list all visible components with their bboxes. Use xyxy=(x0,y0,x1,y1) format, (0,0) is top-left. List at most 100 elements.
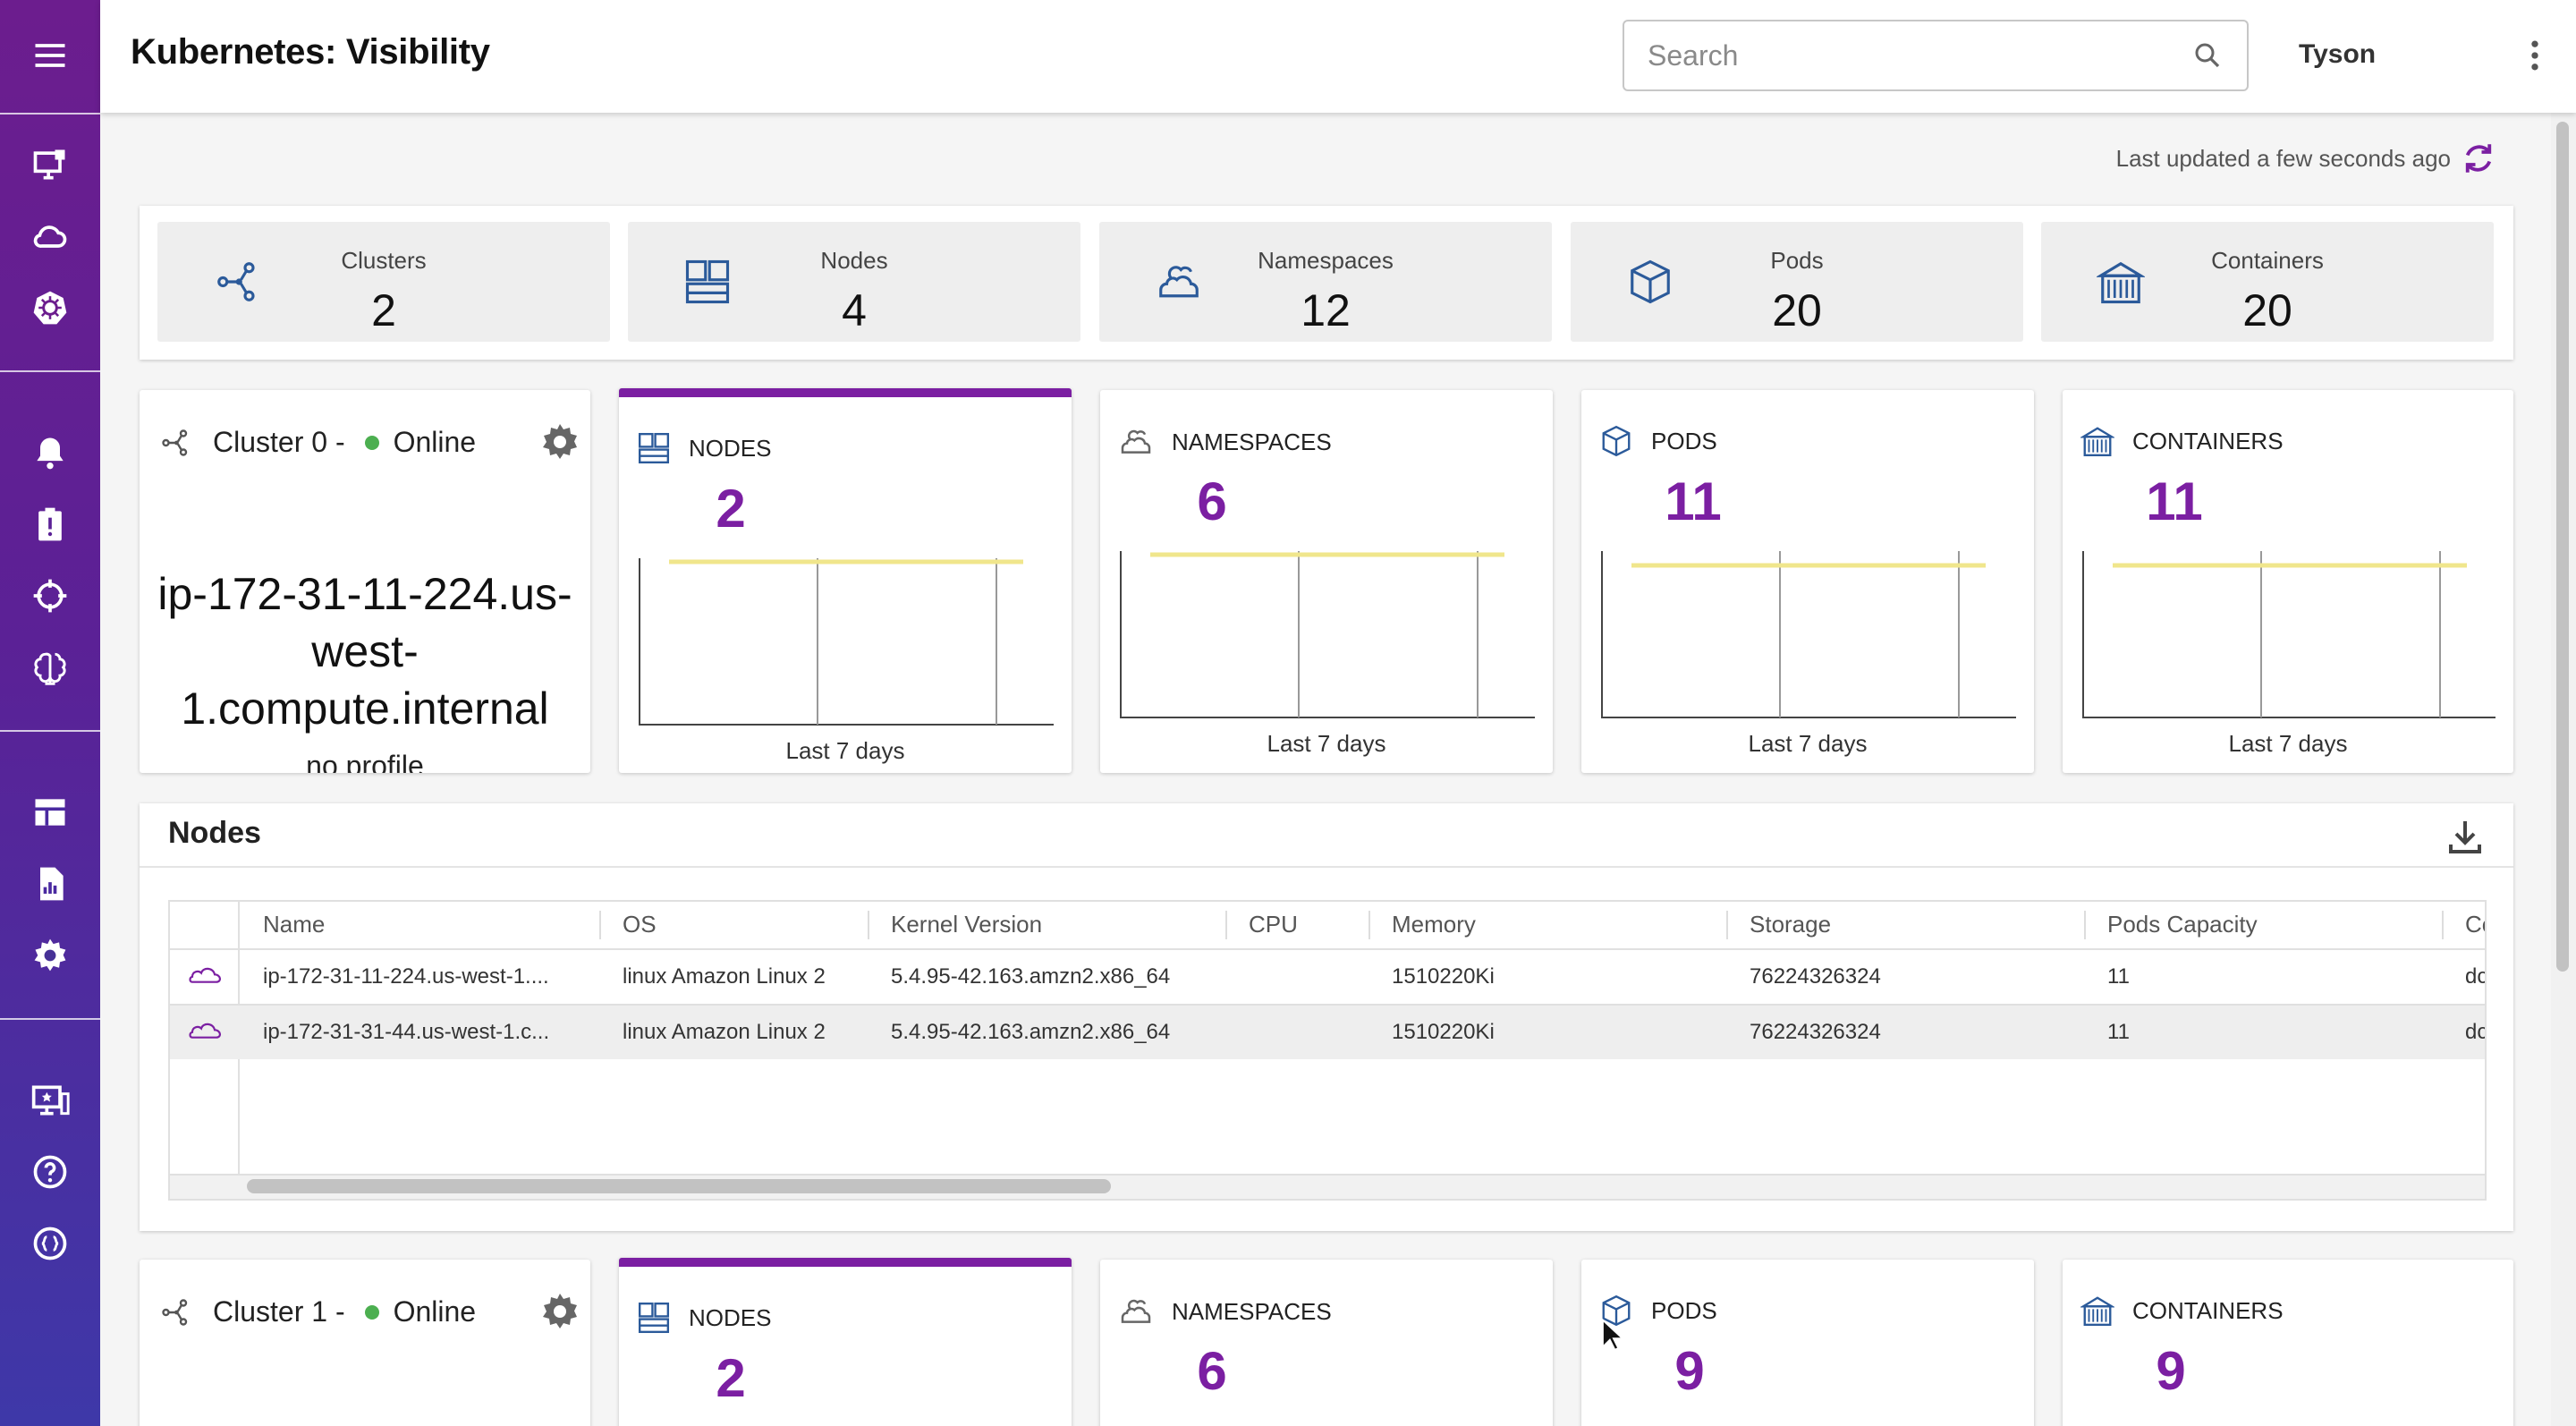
more-vert-icon[interactable] xyxy=(2515,36,2555,75)
top-bar: Kubernetes: Visibility Tyson xyxy=(100,0,2576,113)
summary-card-namespaces[interactable]: Namespaces 12 xyxy=(1099,222,1552,342)
namespaces-icon xyxy=(1155,258,1203,306)
download-icon[interactable] xyxy=(2444,816,2487,859)
table-row[interactable]: ip-172-31-31-44.us-west-1.c... linux Ama… xyxy=(170,1004,2485,1059)
column-divider[interactable] xyxy=(2084,911,2086,939)
alert-report-icon[interactable] xyxy=(21,496,79,553)
metric-header: NAMESPACES xyxy=(1118,1294,1332,1329)
summary-value: 20 xyxy=(1772,285,1822,335)
metric-card-nodes[interactable]: NODES 2 xyxy=(619,1258,1072,1426)
column-divider[interactable] xyxy=(599,911,601,939)
column-header-storage[interactable]: Storage xyxy=(1750,911,1832,938)
metric-card-pods[interactable]: PODS 9 xyxy=(1581,1260,2034,1426)
cell-pods-capacity: 11 xyxy=(2107,1020,2130,1044)
summary-card-containers[interactable]: Containers 20 xyxy=(2041,222,2494,342)
scrollbar-thumb[interactable] xyxy=(247,1179,1111,1193)
nodes-panel: Nodes Name OS Kernel Version CPU Memory … xyxy=(140,803,2513,1231)
namespaces-icon xyxy=(1118,1294,1154,1329)
metric-label: NAMESPACES xyxy=(1172,428,1332,455)
page-title: Kubernetes: Visibility xyxy=(131,32,490,72)
cell-storage: 76224326324 xyxy=(1750,964,1881,989)
cluster-card: Cluster 1 - Online xyxy=(140,1260,590,1426)
search-input[interactable] xyxy=(1648,36,2166,75)
cluster-settings-gear-icon[interactable] xyxy=(538,420,581,463)
pod-icon xyxy=(1626,258,1674,306)
metric-period: Last 7 days xyxy=(2228,730,2348,757)
cluster-settings-gear-icon[interactable] xyxy=(538,1290,581,1333)
metric-card-containers[interactable]: CONTAINERS 11 Last 7 days xyxy=(2063,390,2513,773)
cloud-icon[interactable] xyxy=(21,208,79,265)
column-divider[interactable] xyxy=(1368,911,1370,939)
sidebar xyxy=(0,0,100,1426)
metric-card-nodes[interactable]: NODES 2 Last 7 days xyxy=(619,388,1072,773)
column-divider[interactable] xyxy=(2442,911,2444,939)
container-icon xyxy=(2080,424,2114,458)
last-updated: Last updated a few seconds ago xyxy=(2116,140,2497,177)
refresh-icon[interactable] xyxy=(2460,140,2497,177)
search-icon[interactable] xyxy=(2191,39,2224,72)
page-scrollbar-thumb[interactable] xyxy=(2556,122,2569,972)
metric-header: PODS xyxy=(1599,424,1717,458)
cell-os: linux Amazon Linux 2 xyxy=(623,1020,826,1044)
metric-card-namespaces[interactable]: NAMESPACES 6 xyxy=(1100,1260,1553,1426)
summary-value: 2 xyxy=(371,285,396,335)
api-icon[interactable] xyxy=(21,1215,79,1272)
sparkline-chart xyxy=(1120,551,1535,718)
metric-card-namespaces[interactable]: NAMESPACES 6 Last 7 days xyxy=(1100,390,1553,773)
sidebar-divider xyxy=(0,113,100,115)
column-header-co[interactable]: Co xyxy=(2465,911,2485,938)
metric-label: NODES xyxy=(689,434,772,462)
cloud-node-icon xyxy=(188,1018,224,1045)
column-header-memory[interactable]: Memory xyxy=(1392,911,1476,938)
cluster-status: Online xyxy=(393,1295,477,1328)
cluster-name: Cluster 1 - xyxy=(213,1295,345,1328)
pod-icon xyxy=(1599,1294,1633,1328)
sidebar-divider xyxy=(0,730,100,732)
column-header-cpu[interactable]: CPU xyxy=(1249,911,1298,938)
target-icon[interactable] xyxy=(21,567,79,624)
summary-card-clusters[interactable]: Clusters 2 xyxy=(157,222,610,342)
column-header-pods-capacity[interactable]: Pods Capacity xyxy=(2107,911,2258,938)
summary-strip: Clusters 2 Nodes 4 Namespaces 12 Pods 20… xyxy=(140,206,2513,360)
horizontal-scrollbar[interactable] xyxy=(170,1174,2485,1199)
monitor-icon[interactable] xyxy=(21,136,79,193)
metric-card-pods[interactable]: PODS 11 Last 7 days xyxy=(1581,390,2034,773)
cluster-header: Cluster 0 - Online xyxy=(159,426,476,459)
sparkline-chart xyxy=(639,558,1054,726)
cell-name: ip-172-31-31-44.us-west-1.c... xyxy=(263,1020,550,1044)
metric-value: 11 xyxy=(2146,471,2203,531)
column-header-name[interactable]: Name xyxy=(263,911,326,938)
report-icon[interactable] xyxy=(21,855,79,912)
help-icon[interactable] xyxy=(21,1143,79,1201)
metric-header: NODES xyxy=(637,431,771,465)
metric-label: PODS xyxy=(1651,427,1717,454)
metric-card-containers[interactable]: CONTAINERS 9 xyxy=(2063,1260,2513,1426)
column-header-kernel[interactable]: Kernel Version xyxy=(891,911,1043,938)
gear-icon[interactable] xyxy=(21,927,79,984)
brain-icon[interactable] xyxy=(21,639,79,696)
metric-header: PODS xyxy=(1599,1294,1717,1328)
metric-header: NODES xyxy=(637,1301,771,1335)
menu-icon[interactable] xyxy=(21,27,79,84)
favorite-screen-icon[interactable] xyxy=(21,1072,79,1129)
column-divider[interactable] xyxy=(868,911,869,939)
column-header-os[interactable]: OS xyxy=(623,911,657,938)
search-box[interactable] xyxy=(1623,20,2249,91)
summary-card-pods[interactable]: Pods 20 xyxy=(1571,222,2023,342)
cell-name: ip-172-31-11-224.us-west-1.... xyxy=(263,964,549,989)
table-row[interactable]: ip-172-31-11-224.us-west-1.... linux Ama… xyxy=(170,948,2485,1004)
kubernetes-icon[interactable] xyxy=(21,279,79,336)
nodes-icon xyxy=(683,258,732,306)
metric-label: CONTAINERS xyxy=(2132,1296,2284,1324)
metric-value: 9 xyxy=(1674,1341,1705,1401)
summary-card-nodes[interactable]: Nodes 4 xyxy=(628,222,1080,342)
column-divider[interactable] xyxy=(1225,911,1227,939)
cluster-card: Cluster 0 - Online ip-172-31-11-224.us-w… xyxy=(140,390,590,773)
dashboard-icon[interactable] xyxy=(21,784,79,841)
summary-label: Nodes xyxy=(820,247,888,274)
metric-header: NAMESPACES xyxy=(1118,424,1332,460)
bell-icon[interactable] xyxy=(21,424,79,481)
column-divider[interactable] xyxy=(1726,911,1728,939)
metric-label: NODES xyxy=(689,1303,772,1331)
user-menu[interactable]: Tyson xyxy=(2299,39,2377,69)
